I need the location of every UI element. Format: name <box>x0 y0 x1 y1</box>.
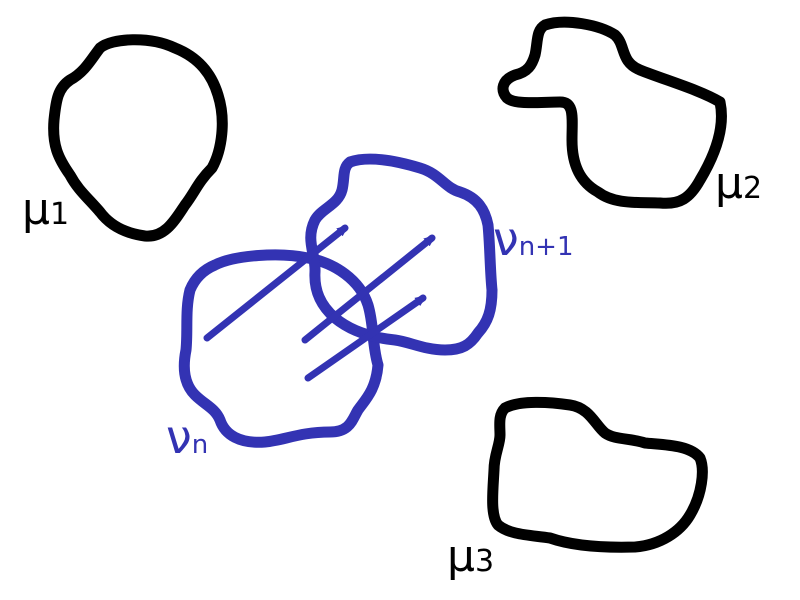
nu-n1-region <box>305 153 498 356</box>
mu3-label: μ3 <box>447 531 494 582</box>
mu3-region <box>487 396 708 553</box>
nu-n-label: νn <box>166 410 208 464</box>
nu-n1-label: νn+1 <box>493 212 574 266</box>
nu-n-region <box>178 249 384 448</box>
arrow-middle <box>301 234 432 344</box>
mu2-region <box>497 16 727 209</box>
mu1-region <box>48 34 228 242</box>
mu2-label: μ2 <box>715 158 762 209</box>
arrow-bottom <box>304 294 423 382</box>
arrow-top <box>203 224 345 342</box>
mu1-label: μ1 <box>22 184 69 235</box>
